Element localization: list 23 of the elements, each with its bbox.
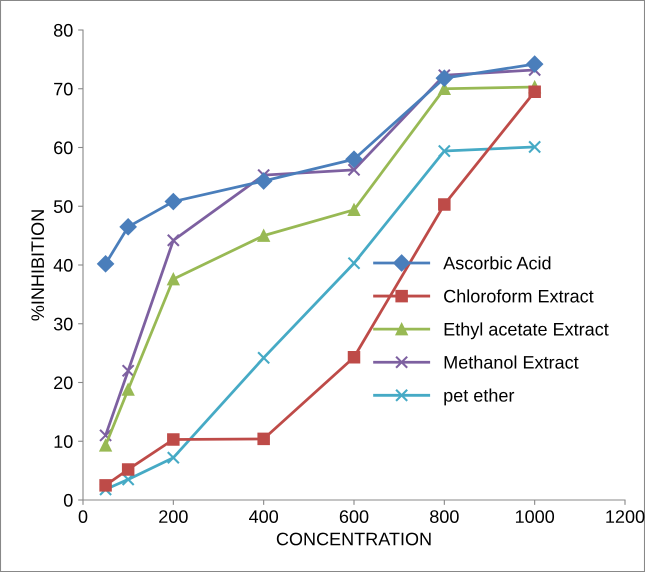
y-tick-label: 40 — [54, 258, 73, 272]
y-tick-label: 80 — [54, 24, 73, 37]
x-tick-label: 1000 — [516, 510, 554, 523]
y-tick-label: 0 — [64, 494, 73, 507]
x-tick-label: 200 — [159, 510, 188, 523]
legend-label: Methanol Extract — [444, 355, 579, 369]
legend-label: Ascorbic Acid — [443, 256, 550, 270]
x-tick-label: 400 — [249, 510, 278, 523]
y-tick-label: 50 — [54, 200, 73, 213]
x-tick-label: 800 — [430, 510, 459, 523]
x-tick-label: 600 — [340, 510, 368, 523]
x-tick-label: 0 — [78, 510, 88, 523]
y-tick-label: 20 — [54, 376, 73, 390]
y-axis-title: %INHIBITION — [31, 210, 44, 321]
legend-label: pet ether — [444, 388, 514, 406]
y-tick-label: 30 — [54, 318, 73, 330]
y-tick-label: 70 — [54, 82, 73, 96]
legend-label: Ethyl acetate Extract — [444, 322, 609, 340]
y-tick-label: 10 — [54, 435, 73, 448]
y-tick-label: 60 — [54, 141, 73, 154]
legend-label: Chloroform Extract — [444, 289, 594, 303]
x-tick-label: 1200 — [606, 510, 644, 523]
x-axis-title: CONCENTRATION — [276, 532, 431, 546]
